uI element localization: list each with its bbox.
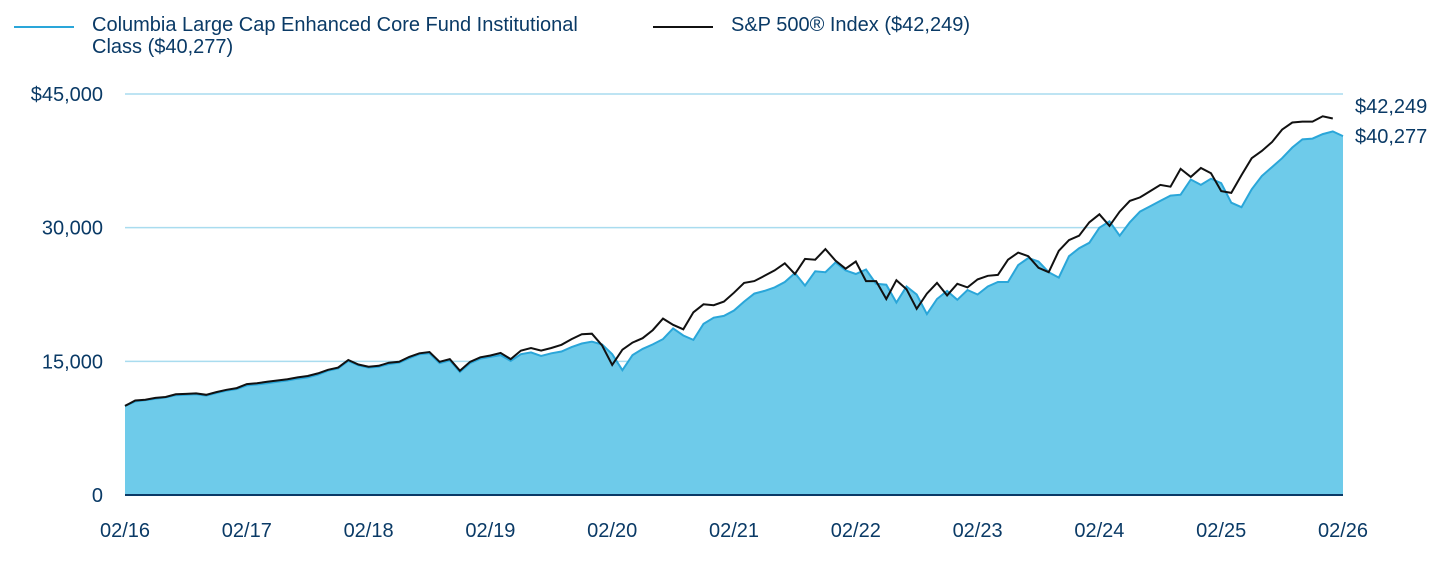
line-layer (124, 115, 1344, 407)
label-layer: $42,249 $40,277 (1355, 96, 1427, 148)
index-end-label: $42,249 (1355, 96, 1427, 118)
legend-label-index: S&P 500® Index ($42,249) (731, 14, 970, 36)
fund-area (125, 131, 1343, 495)
y-tick-label: 30,000 (42, 218, 103, 240)
x-tick-label: 02/17 (222, 520, 272, 542)
index-line (124, 115, 1334, 407)
x-tick-label: 02/20 (587, 520, 637, 542)
x-tick-label: 02/25 (1196, 520, 1246, 542)
legend-swatch-fund (14, 26, 74, 28)
x-tick-label: 02/21 (709, 520, 759, 542)
fund-end-label: $40,277 (1355, 126, 1427, 148)
x-tick-label: 02/18 (344, 520, 394, 542)
legend: Columbia Large Cap Enhanced Core Fund In… (14, 14, 1214, 66)
axis-layer: 0 15,000 30,000 $45,000 02/16 02/17 02/18 02/19… (31, 84, 1368, 542)
x-tick-label: 02/23 (953, 520, 1003, 542)
legend-item-index: S&P 500® Index ($42,249) (653, 14, 970, 36)
x-tick-label: 02/22 (831, 520, 881, 542)
legend-label-fund: Columbia Large Cap Enhanced Core Fund In… (92, 14, 578, 58)
x-tick-label: 02/19 (465, 520, 515, 542)
y-tick-label: 0 (92, 485, 103, 507)
y-tick-label: $45,000 (31, 84, 103, 106)
x-tick-label: 02/26 (1318, 520, 1368, 542)
area-layer (125, 131, 1343, 495)
x-tick-label: 02/24 (1074, 520, 1124, 542)
x-tick-label: 02/16 (100, 520, 150, 542)
y-tick-label: 15,000 (42, 351, 103, 373)
legend-item-fund: Columbia Large Cap Enhanced Core Fund In… (14, 14, 612, 58)
legend-swatch-index (653, 26, 713, 28)
